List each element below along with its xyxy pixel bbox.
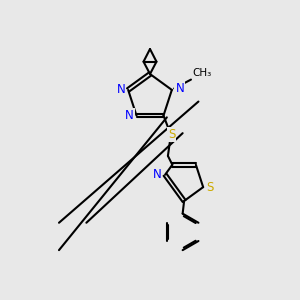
Text: S: S (207, 181, 214, 194)
Text: CH₃: CH₃ (193, 68, 212, 78)
Text: N: N (153, 168, 161, 181)
Text: N: N (125, 109, 134, 122)
Text: N: N (176, 82, 184, 95)
Text: S: S (168, 128, 175, 141)
Text: N: N (116, 83, 125, 96)
